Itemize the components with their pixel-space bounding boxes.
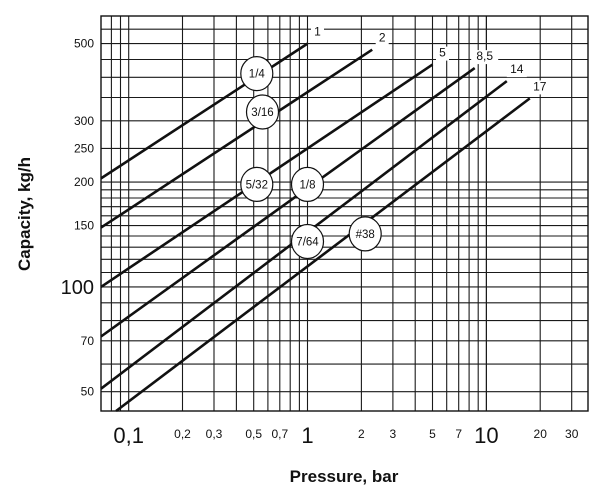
x-tick-label: 7 [455, 427, 462, 441]
nozzle-size-label: 1/8 [300, 179, 316, 191]
series-line-2 [100, 48, 373, 229]
series-end-label-backing [529, 80, 550, 95]
series-end-label-backing [436, 46, 449, 61]
series-end-label: 2 [379, 31, 386, 45]
nozzle-size-bubble [245, 94, 280, 130]
nozzle-size-annotations: 1/4 3/16 5/32 1/8 7/64 #38 [240, 55, 382, 260]
nozzle-size-label: 7/64 [296, 237, 319, 249]
series-line-17 [115, 97, 531, 413]
y-tick-labels: 50 70 100 150 200 250 300 500 [61, 37, 95, 399]
nozzle-size-bubble [240, 55, 274, 92]
x-tick-label: 0,5 [245, 427, 262, 441]
series-end-label-backing [311, 25, 324, 40]
series-end-label: 1 [314, 25, 321, 39]
x-tick-label: 0,3 [206, 427, 223, 441]
x-tick-label: 0,2 [174, 427, 191, 441]
nozzle-size-label: 1/4 [249, 69, 266, 81]
series-line-1 [100, 42, 309, 180]
y-tick-label: 50 [81, 385, 95, 399]
series-end-labels: 1 2 5 8,5 14 17 [311, 25, 550, 95]
series-end-label: 5 [439, 46, 446, 60]
series-end-label-backing [471, 50, 499, 65]
series-end-label-backing [506, 63, 527, 78]
series-end-label-backing [375, 31, 389, 46]
y-tick-label: 300 [74, 114, 94, 128]
y-tick-label: 200 [74, 175, 94, 189]
x-tick-label: 30 [565, 427, 579, 441]
nozzle-size-bubble [290, 223, 325, 260]
x-tick-label: 3 [390, 427, 397, 441]
plot-frame [100, 15, 589, 412]
y-tick-label: 70 [81, 334, 95, 348]
y-axis-label: Capacity, kg/h [15, 157, 34, 271]
y-tick-label: 100 [61, 277, 94, 299]
series-line-8-5 [100, 67, 476, 338]
nozzle-size-bubble [240, 166, 274, 202]
nozzle-size-bubble [348, 216, 382, 252]
y-tick-label: 250 [74, 141, 94, 155]
x-tick-label: 0,1 [113, 423, 144, 448]
x-tick-label: 10 [474, 423, 498, 448]
series-end-label: 17 [533, 79, 547, 93]
x-tick-label: 2 [358, 427, 365, 441]
nozzle-size-bubble [290, 166, 325, 202]
x-axis-label: Pressure, bar [290, 467, 399, 486]
series-end-label: 8,5 [476, 49, 493, 63]
x-tick-label: 5 [429, 427, 436, 441]
series-end-label: 14 [510, 62, 524, 76]
x-tick-label: 20 [534, 427, 548, 441]
x-tick-label: 0,7 [271, 427, 288, 441]
y-tick-label: 150 [74, 219, 94, 233]
y-tick-label: 500 [74, 37, 94, 51]
x-tick-labels: 0,1 0,2 0,3 0,5 0,7 1 2 3 5 7 10 20 30 [113, 423, 578, 448]
nozzle-size-label: #38 [356, 229, 375, 241]
x-tick-label: 1 [301, 423, 313, 448]
nozzle-size-label: 3/16 [251, 107, 273, 119]
nozzle-size-label: 5/32 [246, 179, 268, 191]
